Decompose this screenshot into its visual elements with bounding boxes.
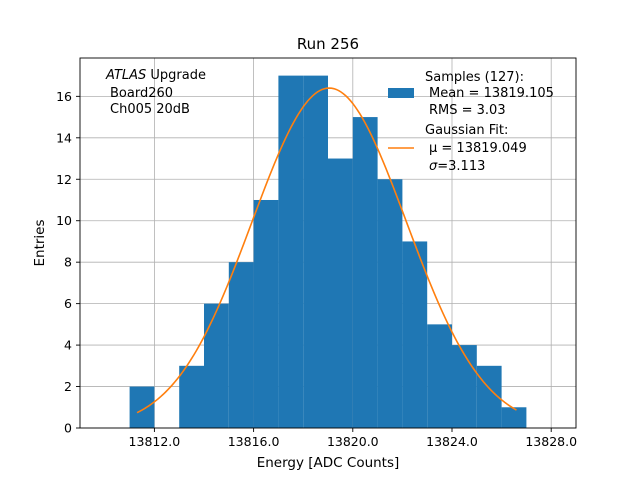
- histogram-bar: [352, 117, 378, 429]
- histogram-bar: [501, 407, 527, 428]
- y-axis-title: Entries: [32, 219, 48, 266]
- histogram-bar: [129, 386, 155, 428]
- legend-fit-mu: μ = 13819.049: [429, 141, 527, 156]
- annotation-experiment-suffix: Upgrade: [146, 68, 206, 83]
- y-tick-label: 6: [64, 296, 72, 311]
- histogram-bar: [427, 324, 452, 428]
- histogram-bar: [328, 158, 353, 428]
- histogram-bar: [253, 199, 279, 428]
- legend: Samples (127): Mean = 13819.105 RMS = 3.…: [388, 70, 554, 174]
- y-tick-label: 4: [64, 338, 72, 353]
- legend-samples-label: Samples (127):: [425, 70, 524, 85]
- histogram-bar: [303, 75, 328, 428]
- y-tick-label: 14: [56, 130, 72, 145]
- legend-samples-swatch: [388, 88, 414, 98]
- legend-samples-rms: RMS = 3.03: [429, 103, 506, 118]
- annotation-channel: Ch005 20dB: [110, 102, 190, 117]
- gaussian-fit-curve: [136, 87, 517, 414]
- histogram-bar: [278, 75, 304, 428]
- y-tick-label: 16: [56, 89, 72, 104]
- y-tick-label: 10: [56, 213, 72, 228]
- legend-fit-sigma-symbol: σ: [429, 159, 438, 174]
- histogram-bar: [377, 179, 403, 428]
- gaussian-fit: [136, 87, 517, 414]
- legend-samples-mean: Mean = 13819.105: [429, 86, 554, 101]
- x-tick-label: 13820.0: [327, 434, 379, 449]
- x-tick-label: 13812.0: [129, 434, 181, 449]
- legend-fit-label: Gaussian Fit:: [425, 123, 508, 138]
- legend-fit-sigma: σ=3.113: [429, 159, 485, 174]
- histogram-bar: [228, 262, 254, 428]
- annotation-line-experiment: ATLAS Upgrade: [105, 68, 206, 83]
- y-tick-label: 2: [64, 379, 72, 394]
- y-tick-label: 0: [64, 421, 72, 436]
- x-tick-label: 13828.0: [525, 434, 577, 449]
- histogram-bar: [204, 303, 229, 428]
- legend-fit-sigma-value: =3.113: [437, 159, 485, 174]
- histogram-bar: [452, 345, 477, 428]
- x-tick-label: 13816.0: [228, 434, 280, 449]
- y-tick-label: 12: [56, 172, 72, 187]
- histogram-bars: [129, 75, 527, 429]
- x-axis-title: Energy [ADC Counts]: [257, 455, 400, 471]
- x-tick-label: 13824.0: [426, 434, 478, 449]
- annotation-experiment: ATLAS: [105, 68, 146, 83]
- info-annotation: ATLAS Upgrade Board260 Ch005 20dB: [105, 68, 206, 117]
- annotation-board: Board260: [110, 86, 173, 101]
- y-tick-label: 8: [64, 255, 72, 270]
- histogram-bar: [179, 365, 204, 428]
- plot-frame: [79, 57, 577, 429]
- histogram-bar: [402, 241, 428, 428]
- axis-ticks: 13812.0 13816.0 13820.0 13824.0 13828.0 0 2 4 6 8…: [56, 89, 577, 449]
- chart-title: Run 256: [297, 35, 359, 53]
